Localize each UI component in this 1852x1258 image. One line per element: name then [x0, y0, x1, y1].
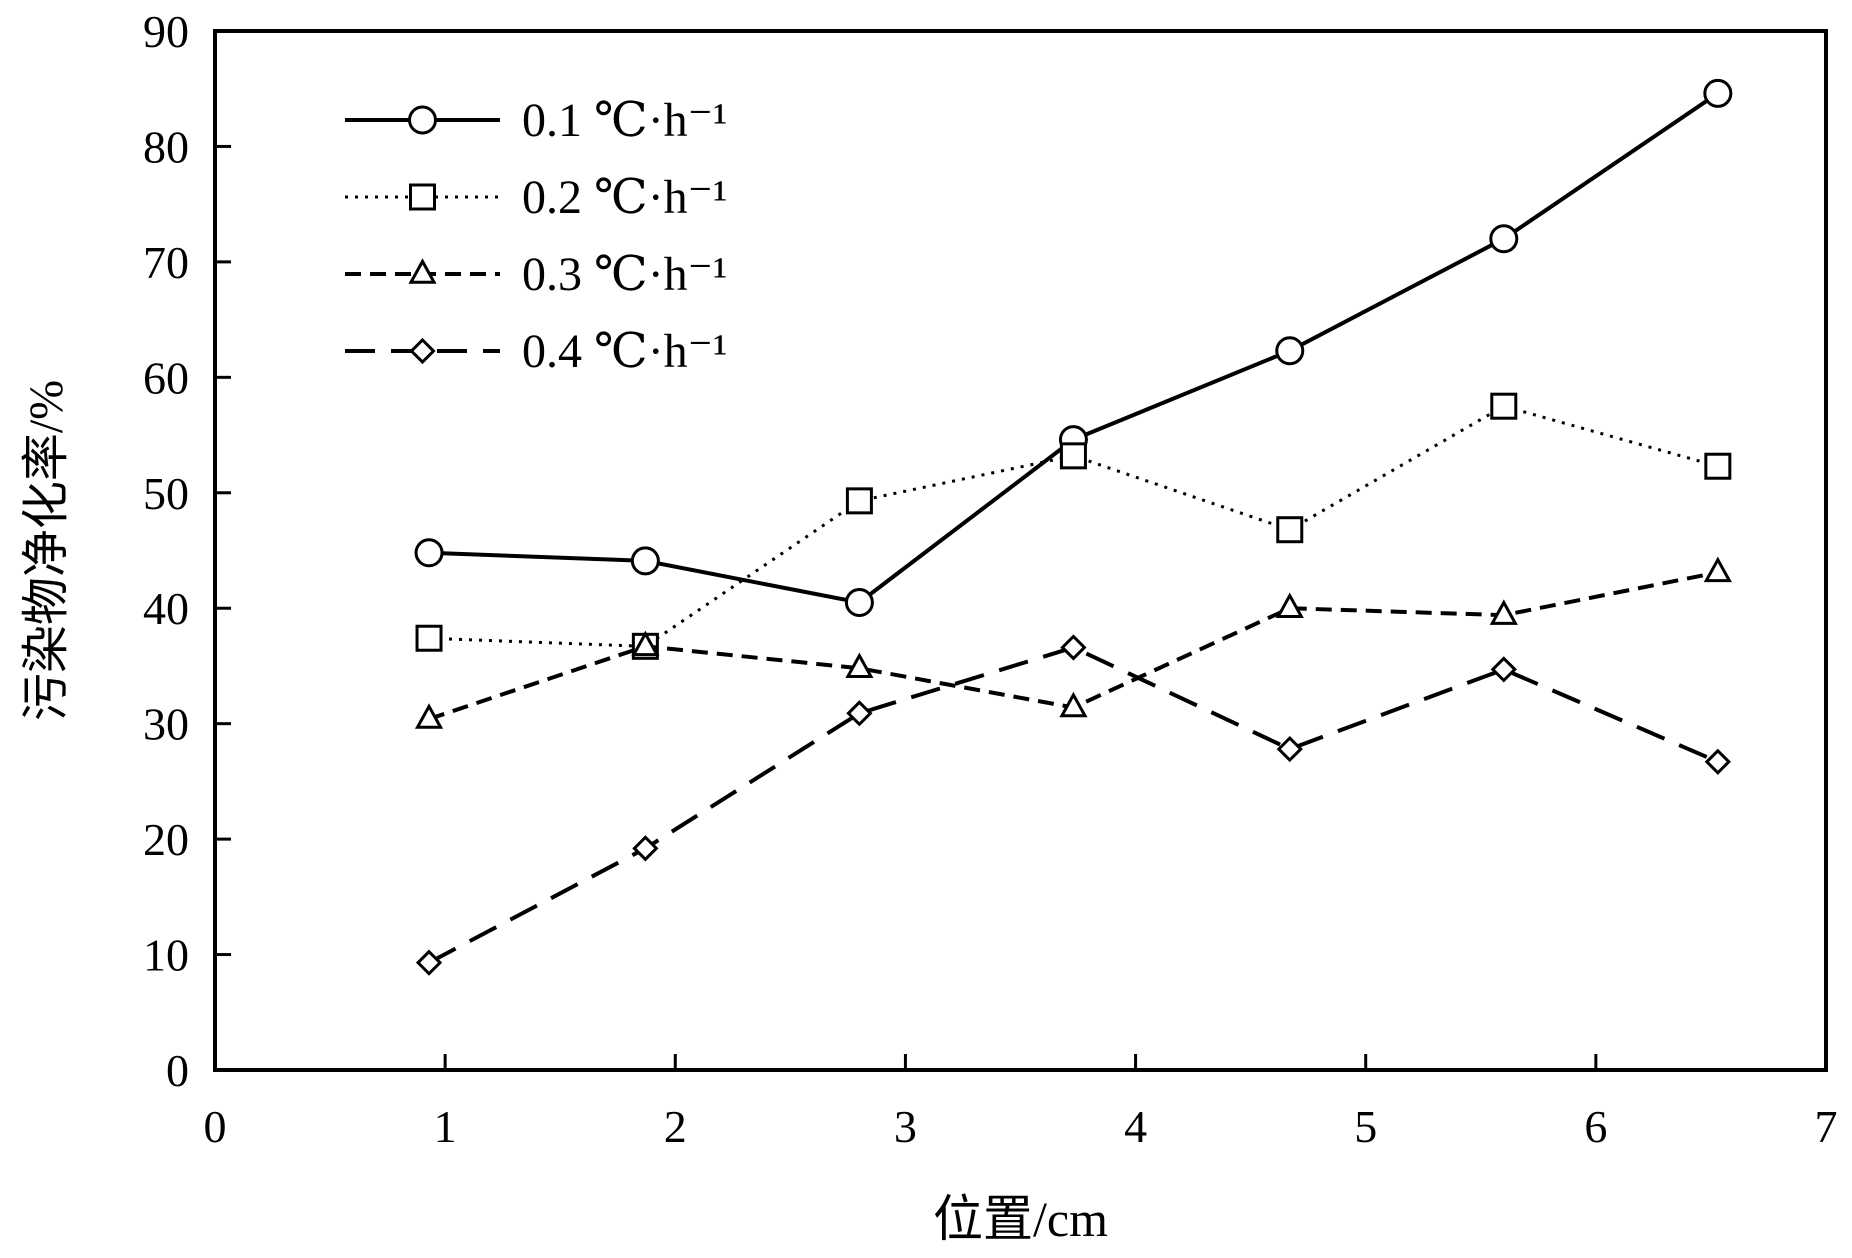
y-tick-label: 50	[143, 468, 189, 519]
y-tick-label: 30	[143, 699, 189, 750]
x-axis-title: 位置/cm	[933, 1191, 1108, 1247]
data-point-series-3	[414, 703, 444, 729]
data-point-series-3	[1703, 556, 1732, 583]
data-point-series-1	[630, 546, 660, 576]
data-point-series-1	[844, 587, 874, 617]
data-point-series-1	[1703, 78, 1733, 108]
data-point-series-4	[632, 835, 659, 862]
data-point-series-4	[415, 949, 443, 976]
plot-frame	[213, 29, 1828, 1072]
y-tick-label: 90	[143, 6, 189, 57]
data-point-series-1	[1489, 224, 1519, 254]
y-tick-label: 10	[143, 930, 189, 981]
y-tick-label: 70	[143, 237, 189, 288]
legend-label-1: 0.1 ℃·h⁻¹	[522, 94, 727, 147]
data-point-series-2	[1490, 392, 1518, 420]
data-point-series-4	[846, 700, 873, 727]
y-tick-label: 80	[143, 121, 189, 172]
x-tick-label: 4	[1124, 1101, 1147, 1152]
legend-marker-1	[408, 105, 437, 135]
legend-marker-3	[408, 258, 437, 284]
data-point-series-4	[1276, 735, 1303, 763]
data-point-series-2	[1059, 442, 1087, 470]
data-point-series-2	[1704, 452, 1732, 480]
data-point-series-1	[1275, 336, 1305, 366]
data-point-series-1	[414, 538, 444, 568]
data-point-series-3	[631, 630, 660, 657]
y-tick-label: 60	[143, 352, 189, 403]
data-point-series-4	[1704, 748, 1731, 775]
y-tick-label: 20	[143, 814, 189, 865]
y-tick-label: 40	[143, 583, 189, 634]
y-axis-title: 污染物净化率/%	[20, 380, 73, 721]
data-point-series-2	[1276, 516, 1304, 544]
x-tick-label: 6	[1584, 1101, 1607, 1152]
data-point-series-3	[1059, 691, 1088, 718]
legend-marker-4	[409, 337, 436, 365]
x-tick-label: 3	[894, 1101, 917, 1152]
x-tick-label: 7	[1815, 1101, 1838, 1152]
x-tick-label: 2	[664, 1101, 687, 1152]
data-point-series-3	[1489, 599, 1518, 625]
data-point-series-4	[1060, 634, 1087, 661]
x-tick-label: 0	[204, 1101, 227, 1152]
data-point-series-2	[845, 487, 873, 515]
y-tick-label: 0	[166, 1045, 189, 1096]
x-tick-label: 1	[434, 1101, 457, 1152]
x-tick-label: 5	[1354, 1101, 1377, 1152]
data-point-series-4	[1490, 656, 1517, 683]
legend-label-3: 0.3 ℃·h⁻¹	[522, 248, 727, 301]
legend-marker-2	[409, 183, 436, 211]
data-point-series-3	[845, 652, 874, 679]
data-point-series-2	[415, 624, 443, 652]
legend-label-4: 0.4 ℃·h⁻¹	[522, 325, 727, 378]
data-point-series-3	[1275, 592, 1304, 618]
legend-label-2: 0.2 ℃·h⁻¹	[522, 171, 727, 224]
